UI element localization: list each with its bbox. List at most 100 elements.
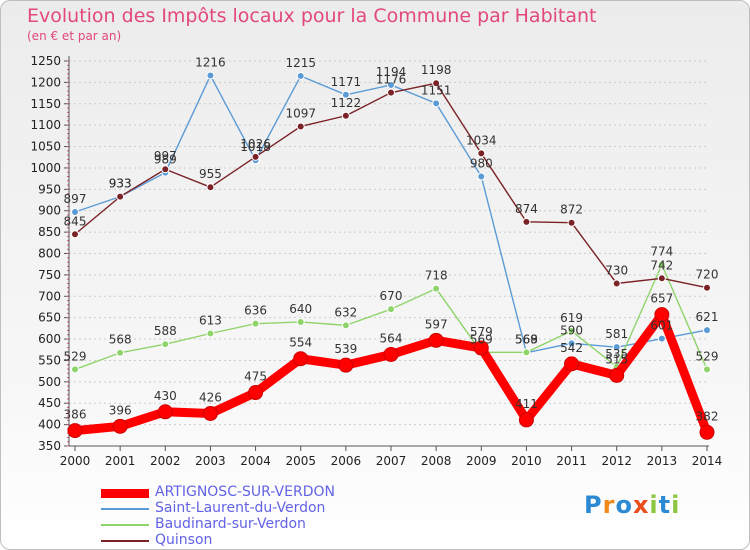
data-point: [432, 284, 441, 293]
legend-swatch: [101, 489, 149, 498]
data-label: 640: [289, 302, 312, 316]
data-label: 619: [560, 311, 583, 325]
series-0: [67, 307, 715, 440]
x-tick-label: 2010: [511, 454, 542, 468]
data-point: [157, 404, 173, 420]
x-tick-label: 2012: [601, 454, 632, 468]
y-tick-label: 950: [38, 182, 61, 196]
x-tick-label: 2003: [195, 454, 226, 468]
data-label: 657: [650, 292, 673, 306]
data-label: 980: [470, 157, 493, 171]
data-point: [112, 418, 128, 434]
series-3: [71, 79, 711, 292]
data-label: 1151: [421, 83, 452, 97]
data-label: 382: [696, 409, 719, 423]
data-point: [473, 340, 489, 356]
data-point: [296, 317, 305, 326]
data-label: 569: [515, 332, 538, 346]
data-label: 1215: [285, 56, 316, 70]
legend-label: ARTIGNOSC-SUR-VERDON: [155, 484, 335, 500]
data-point: [477, 172, 486, 181]
data-point: [612, 343, 621, 352]
legend-swatch: [101, 508, 149, 510]
data-label: 989: [154, 153, 177, 167]
data-point: [71, 365, 79, 374]
x-tick-label: 2004: [240, 454, 271, 468]
data-label: 430: [154, 389, 177, 403]
data-point: [654, 307, 670, 323]
data-label: 720: [696, 268, 719, 282]
data-label: 588: [154, 324, 177, 338]
data-point: [657, 334, 666, 343]
data-label: 774: [650, 245, 673, 259]
y-tick-label: 850: [38, 225, 61, 239]
data-label: 1018: [240, 140, 271, 154]
y-tick-label: 750: [38, 268, 61, 282]
data-point: [161, 165, 170, 174]
series-layer: [67, 71, 715, 440]
data-label: 845: [64, 214, 87, 228]
y-tick-label: 700: [38, 289, 61, 303]
data-point: [612, 279, 621, 288]
data-point: [341, 111, 350, 120]
data-label: 1034: [466, 133, 497, 147]
y-tick-label: 1150: [30, 97, 61, 111]
x-tick-label: 2005: [285, 454, 316, 468]
data-point: [341, 321, 350, 330]
data-label: 742: [650, 258, 673, 272]
data-label: 718: [425, 269, 448, 283]
grid-layer: [69, 60, 709, 447]
y-tick-label: 1100: [30, 118, 61, 132]
y-tick-label: 450: [38, 396, 61, 410]
legend-label: Saint-Laurent-du-Verdon: [155, 500, 326, 516]
data-label: 396: [109, 403, 132, 417]
data-label: 1026: [240, 137, 271, 151]
data-point: [432, 79, 441, 88]
y-tick-label: 500: [38, 375, 61, 389]
data-point: [71, 230, 79, 239]
data-point: [387, 305, 395, 314]
legend-label: Quinson: [155, 532, 213, 548]
data-label: 579: [470, 325, 493, 339]
data-label: 475: [244, 370, 267, 384]
data-label: 515: [605, 352, 628, 366]
y-tick-label: 800: [38, 247, 61, 261]
data-point: [251, 152, 260, 161]
data-label: 542: [560, 341, 583, 355]
data-point: [202, 405, 218, 421]
data-label: 386: [64, 408, 87, 422]
data-point: [116, 348, 125, 357]
data-label: 1194: [376, 65, 407, 79]
data-point: [567, 218, 576, 227]
data-label: 874: [515, 202, 538, 216]
data-label: 933: [109, 177, 132, 191]
data-point: [251, 319, 260, 328]
data-label: 955: [199, 167, 222, 181]
data-label: 597: [425, 317, 448, 331]
data-label: 411: [515, 397, 538, 411]
data-point: [338, 357, 354, 373]
y-tick-label: 1000: [30, 161, 61, 175]
y-tick-label: 650: [38, 311, 61, 325]
data-label: 1122: [331, 96, 362, 110]
x-tick-label: 2006: [331, 454, 362, 468]
data-point: [567, 339, 576, 348]
data-label: 1097: [285, 106, 316, 120]
data-label: 872: [560, 203, 583, 217]
data-point: [703, 283, 711, 292]
x-tick-label: 2014: [692, 454, 723, 468]
y-tick-label: 900: [38, 204, 61, 218]
proxiti-logo: Proxiti: [584, 491, 681, 519]
data-point: [116, 192, 125, 201]
data-label: 529: [696, 349, 719, 363]
x-tick-label: 2002: [150, 454, 181, 468]
data-label: 730: [605, 263, 628, 277]
x-tick-label: 2013: [647, 454, 678, 468]
data-point: [248, 385, 264, 401]
data-point: [387, 88, 395, 97]
data-point: [206, 71, 215, 80]
x-tick-label: 2007: [376, 454, 407, 468]
data-point: [522, 348, 531, 357]
data-label: 535: [605, 347, 628, 361]
